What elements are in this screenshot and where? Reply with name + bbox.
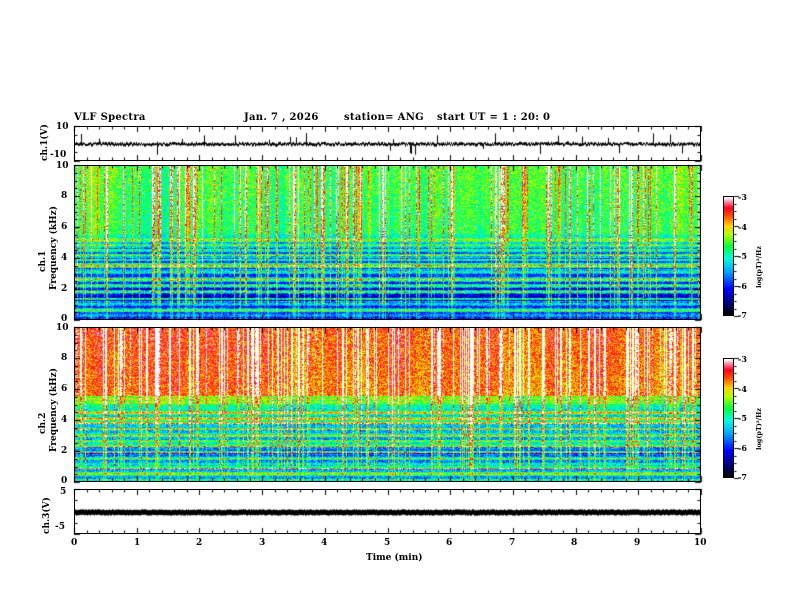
ch1-ytick-bottom: -10: [50, 150, 67, 160]
ch2spec-ytick-10: 10: [56, 323, 69, 333]
ch1spec-ytick-10: 10: [56, 161, 69, 171]
xtick-5: 5: [384, 538, 391, 548]
ch3-ytick-bottom: -5: [55, 522, 65, 532]
ch2spec-ytick-8: 8: [61, 353, 68, 363]
colorbar-ch2-tick--5: -5: [738, 413, 747, 423]
panel-ch1-spectrogram: [74, 165, 701, 320]
colorbar-ch1-tick--7: -7: [738, 310, 747, 320]
xtick-1: 1: [134, 538, 141, 548]
xtick-2: 2: [196, 538, 203, 548]
ch1spec-ytick-8: 8: [61, 191, 68, 201]
panel-ch2-spectrogram: [74, 327, 701, 482]
header-station: station= ANG: [344, 112, 424, 123]
colorbar-ch1-gradient: [724, 197, 733, 315]
ch1-waveform-canvas: [75, 127, 700, 160]
ch3-waveform-canvas: [75, 490, 700, 533]
header-date: Jan. 7 , 2026: [244, 112, 319, 123]
xtick-9: 9: [634, 538, 641, 548]
ch2spec-axis-label-channel: ch.2: [38, 412, 48, 434]
colorbar-ch1-tick--6: -6: [738, 281, 747, 291]
colorbar-ch1-tick--5: -5: [738, 251, 747, 261]
xtick-3: 3: [259, 538, 266, 548]
colorbar-ch2-tick--4: -4: [738, 384, 747, 394]
colorbar-ch1-label: log(pT)²/Hz: [755, 246, 763, 288]
colorbar-ch2-tick--3: -3: [738, 354, 747, 364]
panel-ch3-waveform: [74, 489, 701, 534]
ch2-spectrogram-canvas: [75, 328, 700, 481]
ch2spec-ytick-0: 0: [61, 476, 68, 486]
xtick-7: 7: [509, 538, 516, 548]
ch1spec-ytick-4: 4: [61, 253, 68, 263]
x-axis-label: Time (min): [366, 553, 423, 563]
ch1spec-ytick-6: 6: [61, 222, 68, 232]
ch3-ytick-top: 5: [60, 487, 67, 497]
panel-ch1-waveform: [74, 126, 701, 161]
colorbar-ch1: [723, 196, 734, 316]
xtick-4: 4: [321, 538, 328, 548]
ch1spec-axis-label-channel: ch.1: [38, 250, 48, 272]
colorbar-ch2-label: log(pT)²/Hz: [755, 408, 763, 450]
colorbar-ch2-gradient: [724, 359, 733, 477]
ch1spec-axis-label-frequency: Frequency (kHz): [49, 205, 59, 290]
ch2spec-axis-label-frequency: Frequency (kHz): [49, 367, 59, 452]
ch1spec-ytick-2: 2: [61, 284, 68, 294]
colorbar-ch1-tick--4: -4: [738, 222, 747, 232]
ch2spec-ytick-4: 4: [61, 415, 68, 425]
ch3-axis-label: ch.3(V): [42, 497, 52, 534]
colorbar-ch1-tick--3: -3: [738, 192, 747, 202]
ch1-axis-label: ch.1(V): [40, 124, 50, 161]
page-title: VLF Spectra: [74, 112, 146, 123]
header-start-ut: start UT = 1 : 20: 0: [437, 112, 551, 123]
xtick-8: 8: [571, 538, 578, 548]
ch2spec-ytick-2: 2: [61, 446, 68, 456]
colorbar-ch2-tick--6: -6: [738, 443, 747, 453]
xtick-0: 0: [71, 538, 78, 548]
xtick-6: 6: [446, 538, 453, 548]
colorbar-ch2: [723, 358, 734, 478]
xtick-10: 10: [694, 538, 707, 548]
ch1-spectrogram-canvas: [75, 166, 700, 319]
ch2spec-ytick-6: 6: [61, 384, 68, 394]
colorbar-ch2-tick--7: -7: [738, 472, 747, 482]
ch1-ytick-top: 10: [56, 122, 69, 132]
